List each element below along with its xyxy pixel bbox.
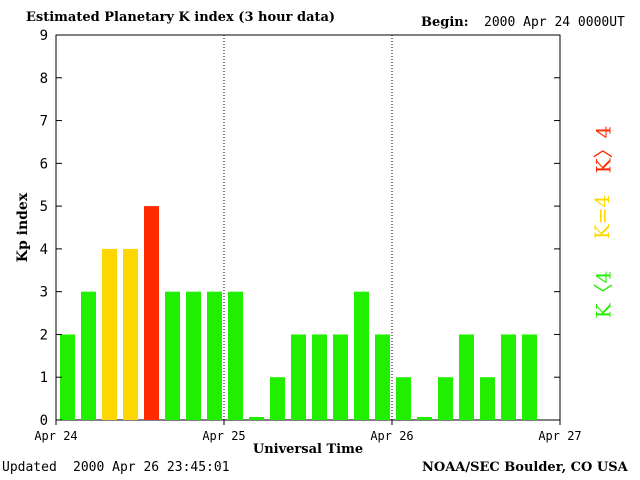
y-tick-label: 3 (40, 285, 48, 301)
kp-bar (60, 334, 75, 420)
x-tick-label: Apr 26 (370, 429, 413, 443)
y-tick-label: 0 (40, 413, 48, 429)
kp-bar (207, 291, 222, 420)
legend-eq4: K=4 (590, 194, 614, 240)
y-tick-label: 5 (40, 199, 48, 215)
y-tick-label: 4 (40, 242, 48, 258)
kp-bar (186, 291, 201, 420)
x-axis-label: Universal Time (253, 442, 363, 457)
kp-bar (165, 291, 180, 420)
x-tick-label: Apr 24 (34, 429, 77, 443)
y-tick-label: 6 (40, 156, 48, 172)
begin-value: 2000 Apr 24 0000UT (484, 15, 625, 30)
x-tick-label: Apr 25 (202, 429, 245, 443)
kp-bar (102, 248, 117, 420)
kp-bar (270, 377, 285, 420)
kp-bar (228, 291, 243, 420)
legend-gt4: K〉4 (591, 125, 616, 174)
kp-bar (144, 206, 159, 420)
updated-value: 2000 Apr 26 23:45:01 (73, 460, 230, 475)
kp-bar (480, 377, 495, 420)
y-axis-label: Kp index (15, 192, 31, 262)
kp-bar (522, 334, 537, 420)
chart-title: Estimated Planetary K index (3 hour data… (26, 10, 336, 25)
y-tick-label: 9 (40, 28, 48, 44)
begin-label: Begin: (421, 15, 469, 30)
kp-bar (123, 248, 138, 420)
kp-bar (333, 334, 348, 420)
legend-lt4: K〈4 (591, 270, 616, 319)
kp-bar (501, 334, 516, 420)
kp-bar (312, 334, 327, 420)
kp-bar (249, 417, 264, 420)
kp-bar (291, 334, 306, 420)
updated-label: Updated (2, 460, 57, 475)
y-tick-label: 8 (40, 71, 48, 87)
x-tick-label: Apr 27 (538, 429, 581, 443)
source-credit: NOAA/SEC Boulder, CO USA (422, 460, 628, 475)
kp-bar (459, 334, 474, 420)
kp-bar (375, 334, 390, 420)
y-tick-label: 7 (40, 114, 48, 130)
kp-bar (354, 291, 369, 420)
plot-frame (55, 34, 561, 421)
kp-bar (438, 377, 453, 420)
kp-bar (417, 417, 432, 420)
kp-bar (396, 377, 411, 420)
y-tick-label: 2 (40, 327, 48, 343)
kp-bar (81, 291, 96, 420)
y-tick-label: 1 (40, 370, 48, 386)
